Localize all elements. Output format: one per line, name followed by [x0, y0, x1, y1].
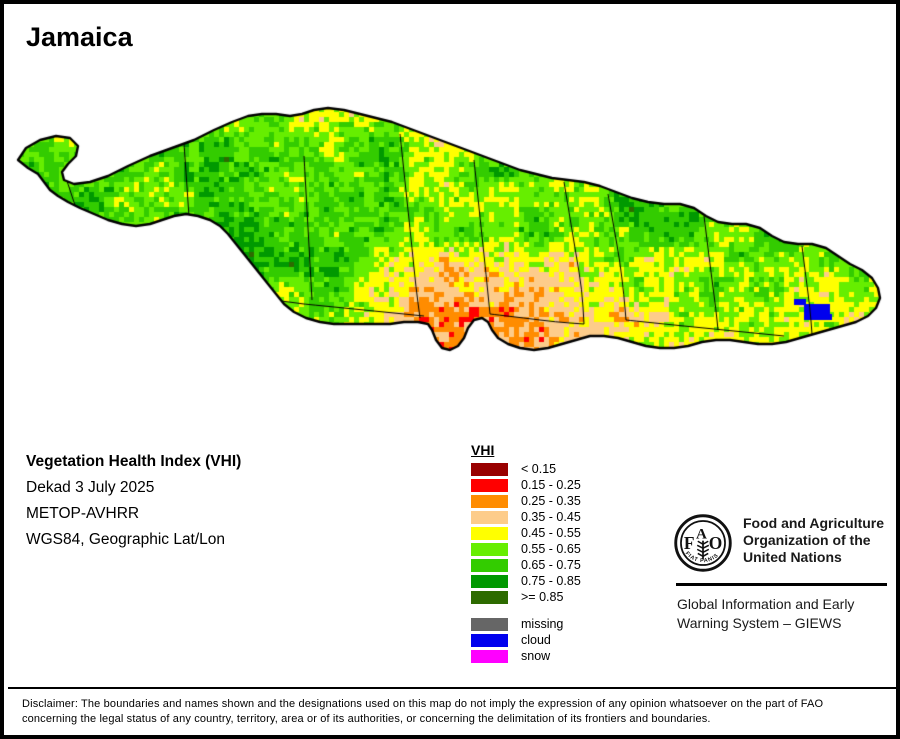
legend-class-swatch [471, 462, 508, 476]
legend-extra-list: missing cloud snow [471, 616, 651, 664]
legend-extra-swatch [471, 649, 508, 663]
legend-class-row: 0.25 - 0.35 [471, 493, 651, 509]
fao-name-line-2: Organization of the [743, 532, 871, 548]
fao-organization-name: Food and Agriculture Organization of the… [743, 514, 884, 566]
legend-extra-swatch [471, 617, 508, 631]
legend-class-swatch [471, 590, 508, 604]
legend-extra-row: cloud [471, 632, 651, 648]
legend-extra-row: snow [471, 648, 651, 664]
legend-class-row: >= 0.85 [471, 589, 651, 605]
disclaimer-line-2: concerning the legal status of any count… [22, 713, 711, 725]
legend-class-row: 0.55 - 0.65 [471, 541, 651, 557]
legend-class-row: 0.45 - 0.55 [471, 525, 651, 541]
legend-class-label: < 0.15 [521, 461, 557, 476]
disclaimer-line-1: Disclaimer: The boundaries and names sho… [22, 698, 824, 710]
legend-extra-row: missing [471, 616, 651, 632]
page-title: Jamaica [26, 22, 133, 52]
legend-class-row: 0.35 - 0.45 [471, 509, 651, 525]
svg-text:F: F [684, 533, 695, 553]
legend-class-row: 0.15 - 0.25 [471, 477, 651, 493]
legend-class-swatch [471, 558, 508, 572]
legend-class-swatch [471, 542, 508, 556]
legend-extra-swatch [471, 633, 508, 647]
legend-extra-label: snow [521, 648, 551, 663]
giews-system-name: Global Information and Early Warning Sys… [677, 595, 889, 633]
legend-class-swatch [471, 494, 508, 508]
giews-line-2: Warning System – GIEWS [677, 615, 842, 631]
info-sensor: METOP-AVHRR [26, 505, 140, 522]
vhi-raster-map [4, 52, 896, 420]
legend-class-label: 0.35 - 0.45 [521, 509, 581, 524]
legend-class-list: < 0.15 0.15 - 0.25 0.25 - 0.35 0.35 - 0.45 0… [471, 461, 651, 605]
fao-branding: F A O FIAT PANIS [674, 514, 889, 633]
legend-class-row: 0.75 - 0.85 [471, 573, 651, 589]
legend-class-label: 0.45 - 0.55 [521, 525, 581, 540]
map-figure [4, 52, 896, 420]
legend-extra-label: missing [521, 616, 564, 631]
legend-class-label: >= 0.85 [521, 589, 564, 604]
fao-logo-and-name: F A O FIAT PANIS [674, 514, 889, 572]
info-product: Vegetation Health Index (VHI) [26, 453, 242, 470]
legend-class-label: 0.15 - 0.25 [521, 477, 581, 492]
fao-name-line-3: United Nations [743, 549, 842, 565]
legend-extra-label: cloud [521, 632, 551, 647]
map-info-block: Vegetation Health Index (VHI) Dekad 3 Ju… [26, 449, 446, 553]
legend-class-swatch [471, 478, 508, 492]
legend-class-row: 0.65 - 0.75 [471, 557, 651, 573]
giews-line-1: Global Information and Early [677, 596, 855, 612]
info-period: Dekad 3 July 2025 [26, 479, 155, 496]
disclaimer-divider [8, 687, 896, 689]
legend-class-label: 0.25 - 0.35 [521, 493, 581, 508]
svg-text:O: O [709, 533, 723, 553]
disclaimer: Disclaimer: The boundaries and names sho… [22, 697, 882, 727]
legend-class-swatch [471, 574, 508, 588]
legend-class-label: 0.75 - 0.85 [521, 573, 581, 588]
fao-logo-icon: F A O FIAT PANIS [674, 514, 732, 572]
legend: VHI < 0.15 0.15 - 0.25 0.25 - 0.35 0.35 - 0… [471, 442, 651, 664]
legend-class-row: < 0.15 [471, 461, 651, 477]
legend-title: VHI [471, 442, 495, 458]
svg-text:A: A [696, 526, 707, 542]
legend-class-label: 0.65 - 0.75 [521, 557, 581, 572]
fao-divider [676, 583, 887, 586]
legend-class-swatch [471, 526, 508, 540]
fao-name-line-1: Food and Agriculture [743, 515, 885, 531]
info-projection: WGS84, Geographic Lat/Lon [26, 531, 226, 548]
legend-class-swatch [471, 510, 508, 524]
legend-class-label: 0.55 - 0.65 [521, 541, 581, 556]
